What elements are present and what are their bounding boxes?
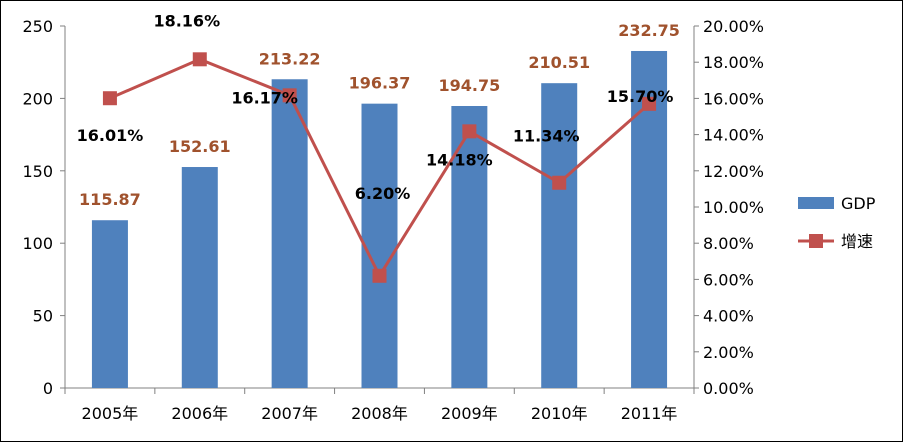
- axes: 0 50 100 150 200 250 0.00% 2.00% 4.00% 6.00% 8.00%…: [22, 17, 764, 423]
- legend-gdp-swatch: [798, 197, 834, 209]
- x-tick-label: 2011年: [621, 404, 678, 423]
- left-tick-label: 100: [22, 234, 53, 253]
- data-labels: 115.87 152.61 213.22 196.37 194.75 210.51 232.…: [77, 11, 680, 209]
- gdp-bars: [91, 50, 668, 389]
- gdp-data-label: 194.75: [438, 76, 500, 95]
- right-tick-label: 18.00%: [703, 53, 764, 72]
- growth-point: [462, 124, 477, 139]
- growth-data-label: 6.20%: [355, 184, 411, 203]
- gdp-data-label: 152.61: [169, 137, 231, 156]
- gdp-data-label: 115.87: [79, 190, 141, 209]
- right-tick-label: 4.00%: [703, 307, 754, 326]
- left-tick-label: 250: [22, 17, 53, 36]
- right-tick-label: 10.00%: [703, 198, 764, 217]
- growth-point: [282, 88, 297, 103]
- gdp-bar: [271, 79, 308, 388]
- right-tick-label: 16.00%: [703, 89, 764, 108]
- gdp-bar: [451, 106, 488, 388]
- legend-growth-marker: [809, 234, 823, 248]
- legend-gdp-label: GDP: [841, 194, 876, 213]
- growth-point: [102, 91, 117, 106]
- x-tick-label: 2009年: [441, 404, 498, 423]
- growth-data-label: 14.18%: [426, 150, 493, 169]
- right-tick-label: 0.00%: [703, 379, 754, 398]
- x-tick-label: 2005年: [82, 404, 139, 423]
- left-tick-label: 150: [22, 162, 53, 181]
- gdp-bar: [181, 167, 218, 388]
- x-tick-label: 2007年: [261, 404, 318, 423]
- left-tick-label: 50: [33, 307, 53, 326]
- gdp-bar: [541, 83, 578, 388]
- growth-data-label: 16.01%: [77, 126, 144, 145]
- growth-point: [372, 268, 387, 283]
- right-tick-label: 8.00%: [703, 234, 754, 253]
- growth-data-label: 15.70%: [607, 87, 674, 106]
- growth-point: [642, 96, 657, 111]
- right-tick-label: 6.00%: [703, 270, 754, 289]
- right-tick-label: 2.00%: [703, 343, 754, 362]
- gdp-bar: [91, 220, 128, 388]
- left-tick-label: 0: [43, 379, 53, 398]
- x-tick-label: 2006年: [171, 404, 228, 423]
- growth-data-label: 18.16%: [153, 11, 220, 30]
- x-tick-label: 2010年: [531, 404, 588, 423]
- growth-data-label: 11.34%: [513, 127, 580, 146]
- gdp-data-label: 213.22: [259, 49, 321, 68]
- legend: GDP 增速: [798, 194, 876, 251]
- right-tick-label: 20.00%: [703, 17, 764, 36]
- x-tick-label: 2008年: [351, 404, 408, 423]
- legend-growth-label: 增速: [841, 232, 873, 251]
- growth-point: [192, 52, 207, 67]
- growth-line: [102, 52, 657, 283]
- gdp-data-label: 196.37: [349, 74, 411, 93]
- growth-point: [552, 175, 567, 190]
- left-tick-label: 200: [22, 89, 53, 108]
- growth-data-label: 16.17%: [231, 88, 298, 107]
- right-tick-label: 14.00%: [703, 126, 764, 145]
- gdp-data-label: 210.51: [528, 53, 590, 72]
- right-tick-label: 12.00%: [703, 162, 764, 181]
- gdp-bar: [361, 103, 398, 388]
- gdp-data-label: 232.75: [618, 21, 680, 40]
